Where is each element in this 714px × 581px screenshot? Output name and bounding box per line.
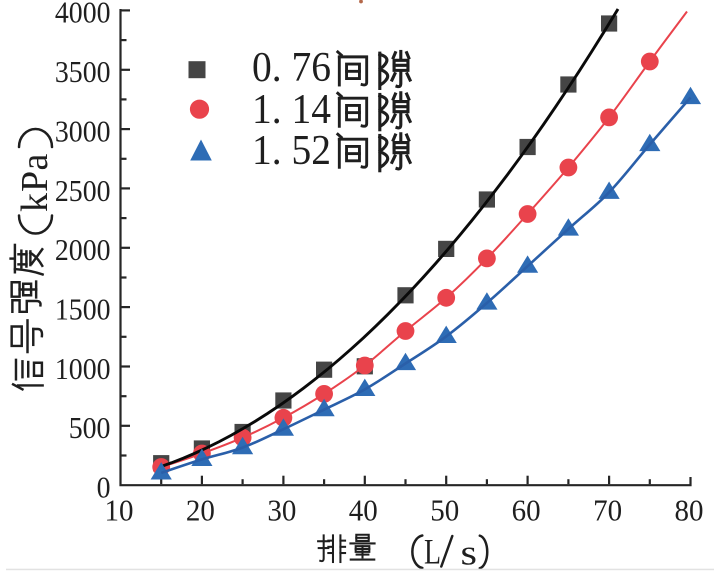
svg-text:1. 52: 1. 52 <box>252 128 331 174</box>
svg-text:500: 500 <box>69 410 111 445</box>
svg-text:40: 40 <box>349 493 378 528</box>
svg-text:2000: 2000 <box>55 232 111 267</box>
svg-text:70: 70 <box>593 493 622 528</box>
svg-text:k: k <box>14 193 56 212</box>
svg-text:2500: 2500 <box>55 173 111 208</box>
svg-text:4000: 4000 <box>55 0 111 30</box>
svg-text:3000: 3000 <box>55 113 111 148</box>
svg-text:80: 80 <box>675 493 704 528</box>
svg-text:3500: 3500 <box>55 54 111 89</box>
svg-text:0. 76: 0. 76 <box>252 45 331 91</box>
svg-text:1500: 1500 <box>55 291 111 326</box>
svg-text:30: 30 <box>267 493 296 528</box>
svg-text:1000: 1000 <box>55 351 111 386</box>
svg-text:1. 14: 1. 14 <box>252 87 331 133</box>
svg-text:a: a <box>14 154 56 171</box>
svg-text:0: 0 <box>97 470 111 505</box>
svg-text:50: 50 <box>430 493 459 528</box>
svg-text:s: s <box>461 533 478 573</box>
svg-text:10: 10 <box>105 493 134 528</box>
svg-text:20: 20 <box>186 493 215 528</box>
svg-text:60: 60 <box>512 493 541 528</box>
svg-text:L: L <box>424 532 441 572</box>
svg-text:P: P <box>14 171 56 192</box>
